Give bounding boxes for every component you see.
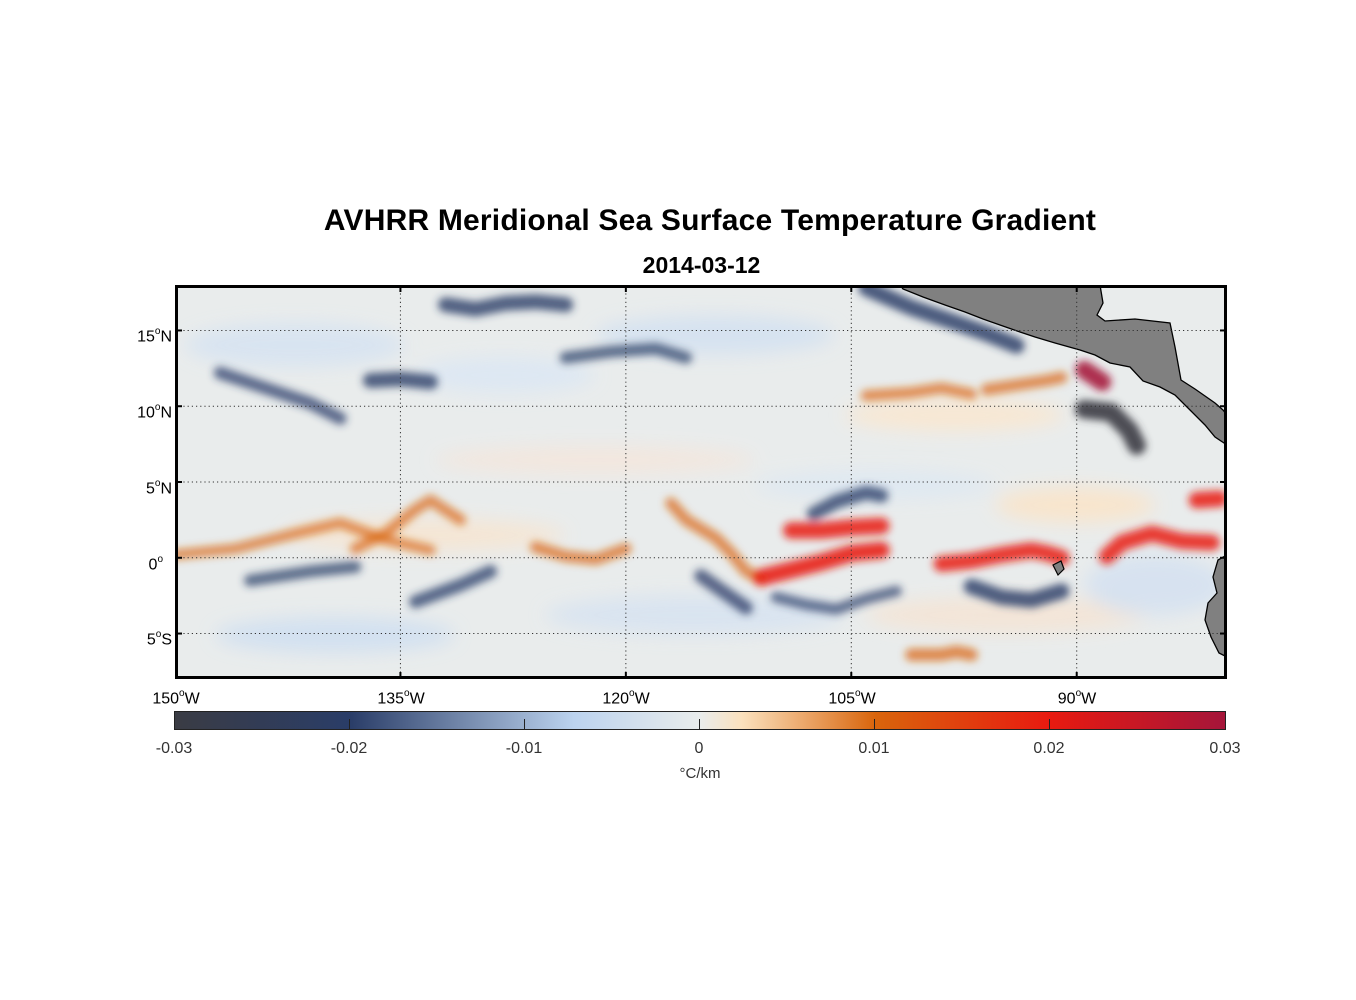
land-south-america (1204, 554, 1227, 658)
colorbar-tick-label: 0 (694, 740, 704, 757)
land-north-america (899, 285, 1227, 446)
colorbar-unit-label: °C/km (679, 765, 721, 782)
cold-front-23 (694, 569, 753, 615)
colorbar-tick-mark (349, 719, 350, 729)
colorbar-tick-label: 0.03 (1209, 740, 1241, 757)
colorbar-tick-mark (1049, 719, 1050, 729)
colorbar-tick-label: -0.03 (155, 740, 193, 757)
cold-front-17 (858, 285, 1025, 354)
colorbar (174, 711, 1226, 730)
x-tick-label: 135oW (377, 688, 425, 708)
cold-front-18 (1074, 400, 1147, 455)
cold-front-16 (559, 342, 692, 364)
colorbar-tick-label: 0.01 (858, 740, 890, 757)
y-tick-label: 5oS (146, 629, 172, 649)
cold-front-22 (963, 578, 1070, 608)
map-date: 2014-03-12 (642, 252, 761, 278)
colorbar-tick-mark (524, 719, 525, 729)
warm-front-12 (1188, 490, 1227, 509)
warm-front-5 (782, 517, 890, 539)
warm-front-9 (860, 382, 977, 402)
colorbar-tick-mark (699, 719, 700, 729)
warm-front-1 (349, 494, 466, 555)
cold-front-24 (770, 585, 902, 615)
warm-front-3 (665, 497, 767, 585)
warm-front-8 (1075, 360, 1112, 391)
x-tick-label: 120oW (602, 688, 650, 708)
land-galapagos (1052, 560, 1065, 577)
warm-front-7 (1098, 525, 1220, 565)
map-title: AVHRR Meridional Sea Surface Temperature… (323, 204, 1097, 237)
warm-front-11 (905, 645, 978, 662)
cold-front-15 (438, 294, 574, 317)
y-tick-label: 0o (148, 554, 163, 574)
map-panel[interactable] (175, 285, 1227, 679)
cold-front-13 (213, 366, 347, 425)
warm-front-4 (752, 541, 890, 586)
y-tick-label: 15oN (137, 326, 172, 346)
warm-front-0 (175, 517, 436, 560)
y-tick-label: 5oN (145, 478, 172, 498)
x-tick-label: 105oW (828, 688, 876, 708)
cold-front-20 (409, 564, 498, 609)
warm-front-6 (933, 542, 1070, 572)
warm-front-10 (980, 371, 1068, 396)
x-tick-label: 90oW (1057, 688, 1097, 708)
colorbar-tick-label: -0.01 (505, 740, 543, 757)
cold-front-21 (244, 560, 362, 587)
warm-front-2 (529, 541, 632, 566)
colorbar-tick-mark (874, 719, 875, 729)
colorbar-tick-label: 0.02 (1033, 740, 1065, 757)
cold-front-14 (362, 371, 438, 390)
cold-front-19 (806, 485, 889, 521)
y-tick-label: 10oN (137, 402, 172, 422)
colorbar-tick-label: -0.02 (330, 740, 368, 757)
x-tick-label: 150oW (152, 688, 200, 708)
